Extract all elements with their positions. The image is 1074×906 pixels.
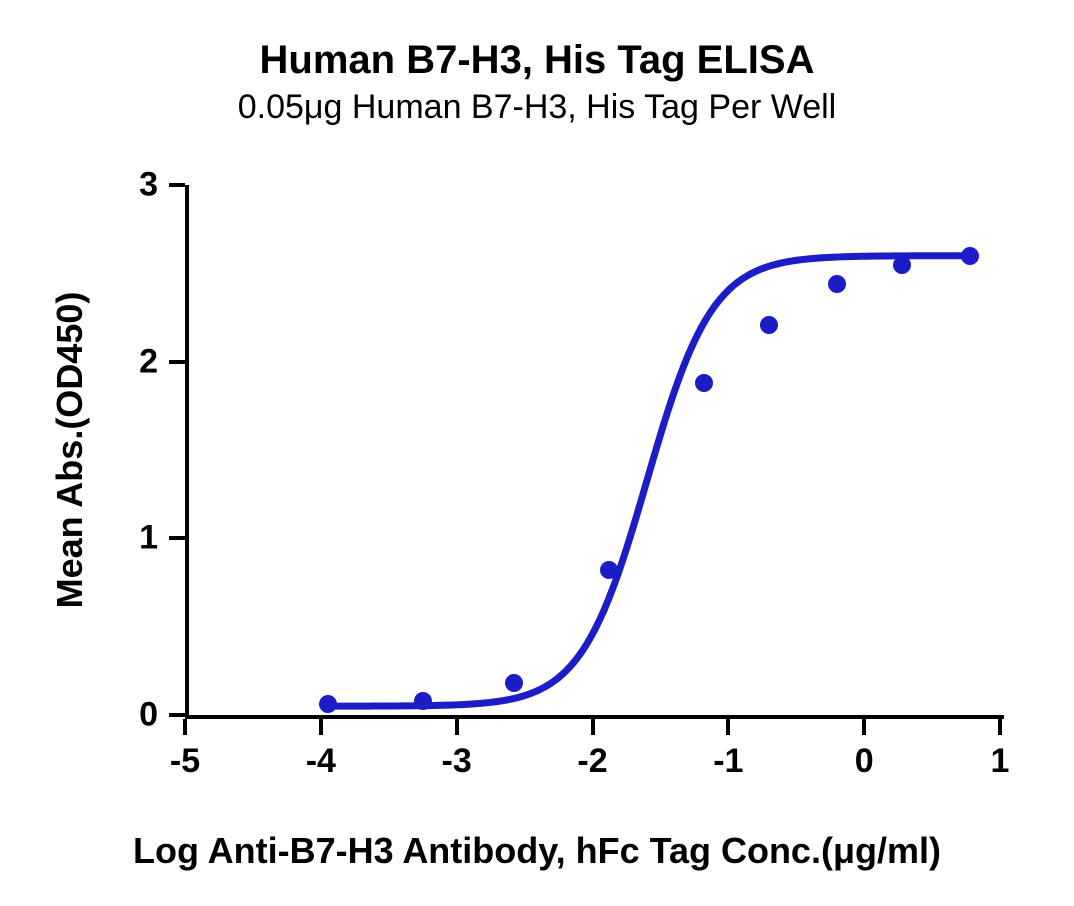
- data-point: [893, 256, 911, 274]
- data-point: [505, 674, 523, 692]
- data-point: [319, 695, 337, 713]
- data-point: [828, 275, 846, 293]
- data-point: [961, 247, 979, 265]
- data-point: [600, 561, 618, 579]
- data-point: [414, 692, 432, 710]
- figure: Human B7-H3, His Tag ELISA 0.05μg Human …: [0, 0, 1074, 906]
- data-point: [695, 374, 713, 392]
- data-point: [760, 316, 778, 334]
- fitted-curve: [0, 0, 1074, 906]
